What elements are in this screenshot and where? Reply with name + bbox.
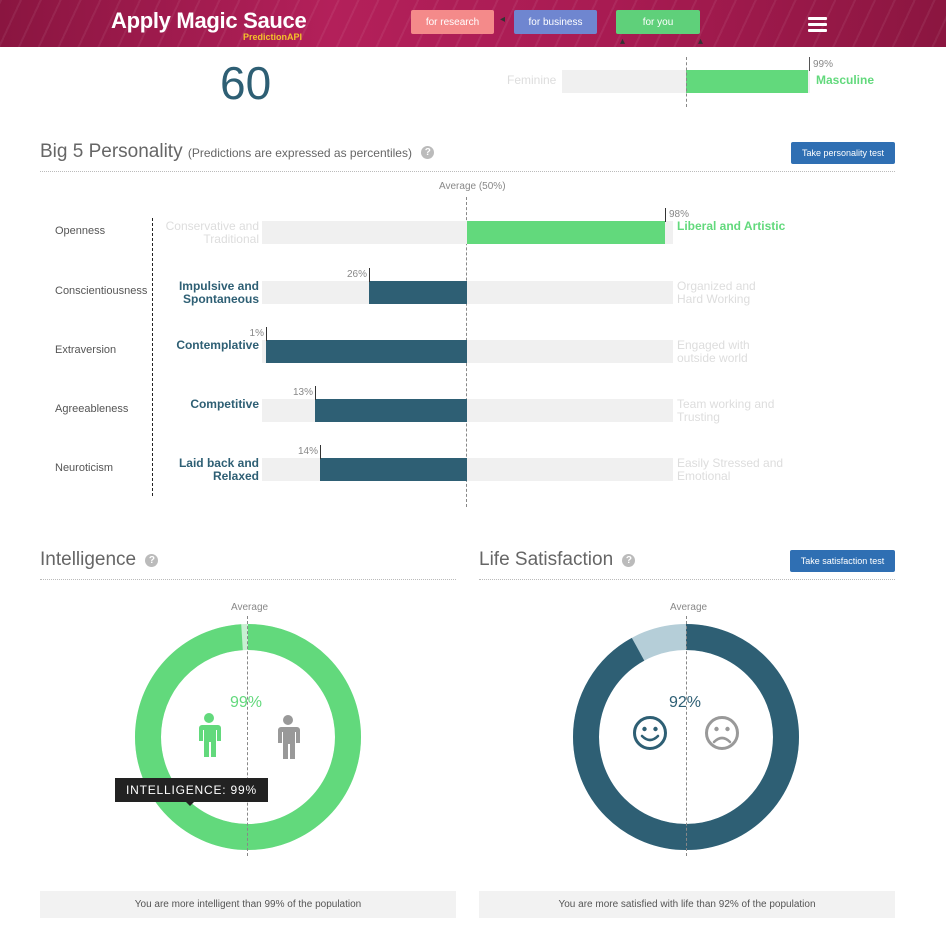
trait-bar-conscientiousness[interactable] <box>368 281 467 304</box>
intelligence-donut[interactable] <box>135 624 361 850</box>
for-you-button[interactable]: for you <box>616 10 700 34</box>
trait-percent-label: 13% <box>292 387 313 398</box>
trait-percent-tick <box>315 386 316 400</box>
trait-pole-line: Hard Working <box>677 292 751 306</box>
arrow-left-icon: ◂ <box>500 14 506 25</box>
trait-bar-agreeableness[interactable] <box>315 399 467 422</box>
gender-average-line <box>686 57 687 107</box>
trait-percent-tick <box>665 208 666 222</box>
hamburger-icon[interactable] <box>808 17 827 32</box>
trait-track-conscientiousness <box>262 281 673 304</box>
trait-name-openness: Openness <box>55 225 106 237</box>
intelligence-percent: 99% <box>230 694 263 711</box>
trait-name-conscientiousness: Conscientiousness <box>55 285 148 297</box>
trait-pole-line: Traditional <box>203 232 259 246</box>
trait-right-pole: Easily Stressed and Emotional <box>677 457 797 483</box>
trait-right-pole: Team working and Trusting <box>677 398 797 424</box>
gender-masculine-label: Masculine <box>816 73 875 87</box>
take-personality-test-button[interactable]: Take personality test <box>791 142 895 164</box>
life-satisfaction-average-line <box>686 616 687 856</box>
trait-name-agreeableness: Agreeableness <box>55 403 129 415</box>
life-satisfaction-title: Life Satisfaction ? <box>479 549 636 571</box>
help-icon[interactable]: ? <box>145 554 159 567</box>
intelligence-average-line <box>247 616 248 856</box>
gender-bar-fill <box>686 70 808 93</box>
for-business-button[interactable]: for business <box>514 10 597 34</box>
top-header: Apply Magic Sauce PredictionAPI for rese… <box>0 0 946 47</box>
trait-right-pole: Liberal and Artistic <box>677 220 797 233</box>
intelligence-caption: You are more intelligent than 99% of the… <box>40 891 456 918</box>
big5-title: Big 5 Personality (Predictions are expre… <box>40 141 435 163</box>
intelligence-tooltip: INTELLIGENCE: 99% <box>115 778 268 802</box>
gender-percent-tick <box>809 57 810 71</box>
intelligence-title: Intelligence ? <box>40 549 159 571</box>
life-satisfaction-caption: You are more satisfied with life than 92… <box>479 891 895 918</box>
big5-title-text: Big 5 Personality <box>40 141 183 162</box>
intelligence-divider <box>40 579 456 580</box>
trait-percent-label: 1% <box>249 328 264 339</box>
trait-pole-line: Liberal and Artistic <box>677 219 786 233</box>
help-icon[interactable]: ? <box>622 554 636 567</box>
arrow-up-icon: ▴ <box>620 36 626 47</box>
trait-name-neuroticism: Neuroticism <box>55 462 114 474</box>
trait-percent-tick <box>266 327 267 341</box>
trait-right-pole: Organized and Hard Working <box>677 280 797 306</box>
big5-divider <box>40 171 895 172</box>
tooltip-caret <box>186 802 194 806</box>
big5-subtitle: (Predictions are expressed as percentile… <box>187 146 412 160</box>
intelligence-title-text: Intelligence <box>40 549 137 570</box>
trait-right-pole: Engaged with outside world <box>677 339 797 365</box>
trait-percent-tick <box>369 268 370 282</box>
life-satisfaction-percent: 92% <box>669 694 702 711</box>
gender-percent-label: 99% <box>813 59 834 70</box>
trait-percent-label: 98% <box>669 209 690 220</box>
trait-pole-line: Competitive <box>190 397 259 411</box>
trait-pole-line: Conservative and <box>165 219 259 233</box>
trait-pole-line: Emotional <box>677 469 731 483</box>
trait-pole-line: Laid back and <box>178 456 259 470</box>
life-satisfaction-average-label: Average <box>670 602 708 613</box>
frown-icon <box>705 716 739 750</box>
help-icon[interactable]: ? <box>421 146 435 159</box>
brand-subtitle: PredictionAPI <box>243 32 303 42</box>
person-gray-icon <box>278 715 300 759</box>
trait-bar-extraversion[interactable] <box>266 340 467 363</box>
life-satisfaction-title-text: Life Satisfaction <box>479 549 614 570</box>
trait-pole-line: Relaxed <box>212 469 259 483</box>
predicted-age-value: 60 <box>220 57 272 109</box>
trait-pole-line: Impulsive and <box>178 279 259 293</box>
intelligence-average-label: Average <box>231 602 269 613</box>
trait-pole-line: Spontaneous <box>182 292 259 306</box>
intelligence-donut-arc <box>135 624 361 850</box>
trait-percent-label: 26% <box>346 269 367 280</box>
trait-left-pole: Contemplative <box>158 339 259 352</box>
life-satisfaction-divider <box>479 579 895 580</box>
gender-feminine-label: Feminine <box>507 73 557 87</box>
trait-pole-line: Engaged with <box>677 338 750 352</box>
trait-percent-tick <box>320 445 321 459</box>
trait-separator-line <box>152 218 153 496</box>
trait-percent-label: 14% <box>297 446 318 457</box>
trait-left-pole: Competitive <box>158 398 259 411</box>
trait-pole-line: Organized and <box>677 279 756 293</box>
trait-pole-line: Contemplative <box>176 338 259 352</box>
arrow-up-icon: ▴ <box>698 36 704 47</box>
trait-pole-line: Easily Stressed and <box>677 456 784 470</box>
trait-name-extraversion: Extraversion <box>55 344 117 356</box>
trait-left-pole: Laid back and Relaxed <box>158 457 259 483</box>
trait-bar-neuroticism[interactable] <box>319 458 467 481</box>
trait-left-pole: Conservative and Traditional <box>158 220 259 246</box>
person-green-icon <box>199 713 221 757</box>
trait-pole-line: Team working and <box>677 397 775 411</box>
trait-pole-line: Trusting <box>677 410 720 424</box>
take-satisfaction-test-button[interactable]: Take satisfaction test <box>790 550 895 572</box>
brand-logo-text[interactable]: Apply Magic Sauce <box>111 8 307 33</box>
trait-bar-openness[interactable] <box>467 221 665 244</box>
trait-pole-line: outside world <box>677 351 748 365</box>
trait-left-pole: Impulsive and Spontaneous <box>158 280 259 306</box>
smiley-icon <box>633 716 667 750</box>
for-research-button[interactable]: for research <box>411 10 494 34</box>
big5-average-label: Average (50%) <box>439 181 506 192</box>
